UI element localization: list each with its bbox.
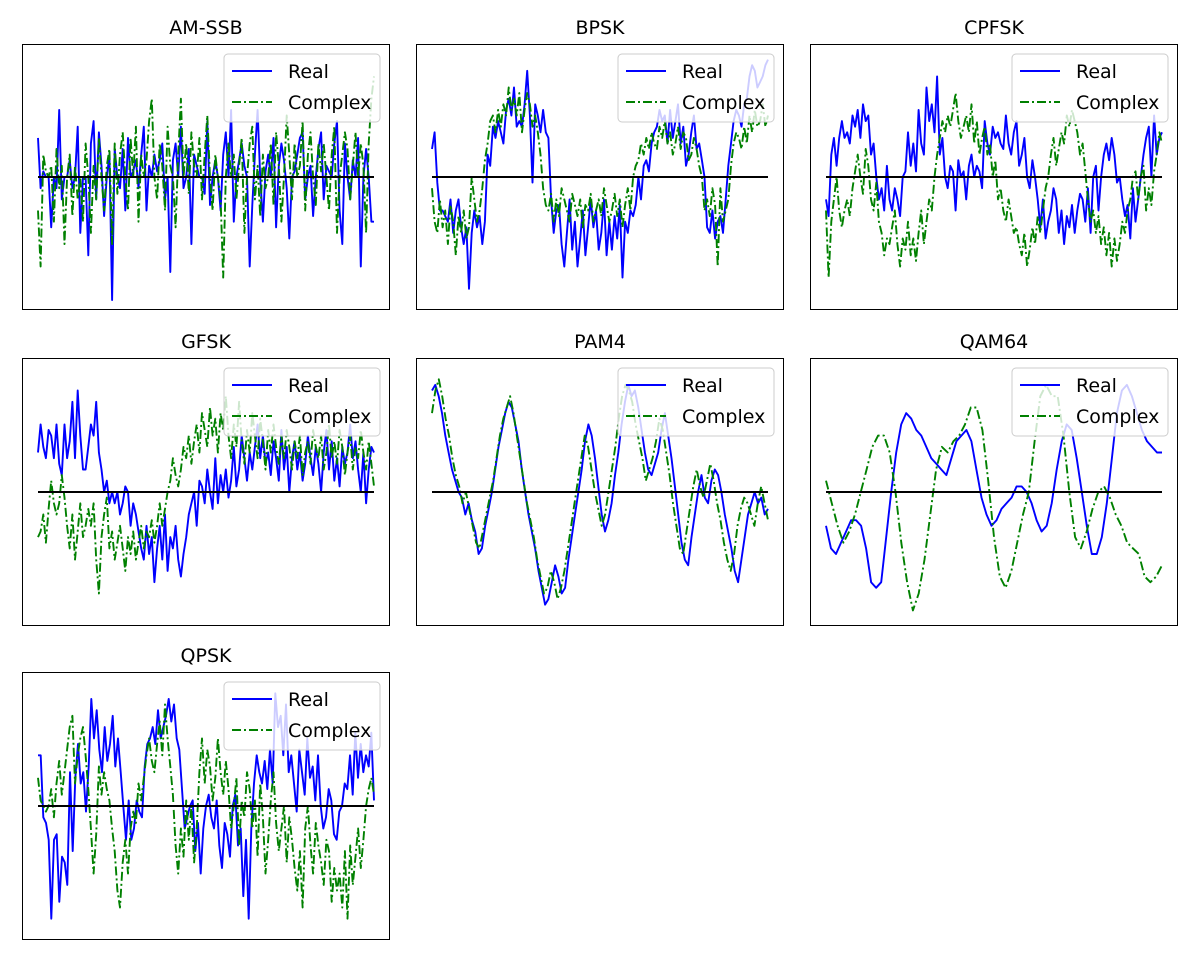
plot-area xyxy=(825,75,1163,279)
series-line-complex xyxy=(37,703,375,920)
legend-label-real: Real xyxy=(682,375,723,397)
axes-frame xyxy=(22,672,390,940)
legend: Real Complex xyxy=(223,681,381,751)
legend-label-complex: Complex xyxy=(1076,406,1159,428)
plot-area xyxy=(825,383,1163,612)
series-line-complex xyxy=(37,76,375,279)
legend: Real Complex xyxy=(617,53,775,123)
series-line-real xyxy=(825,383,1162,589)
plot-area xyxy=(37,76,375,301)
legend: Real Complex xyxy=(1011,53,1169,123)
legend-label-real: Real xyxy=(682,61,723,83)
axes-frame xyxy=(22,44,390,310)
axes-frame xyxy=(416,358,784,626)
axes-frame xyxy=(810,44,1178,310)
series-line-real xyxy=(825,75,1163,246)
legend-label-complex: Complex xyxy=(682,406,765,428)
legend-label-complex: Complex xyxy=(288,720,371,742)
legend-label-complex: Complex xyxy=(682,92,765,114)
subplot-pam4: PAM4 Real Complex xyxy=(416,331,784,626)
legend-label-complex: Complex xyxy=(288,406,371,428)
subplot-title: GFSK xyxy=(181,331,231,353)
series-line-complex xyxy=(825,92,1163,279)
subplot-title: AM-SSB xyxy=(169,17,242,39)
subplot-bpsk: BPSK Real Complex xyxy=(416,17,784,310)
series-line-real xyxy=(431,383,769,606)
legend-label-real: Real xyxy=(288,375,329,397)
axes-frame xyxy=(416,44,784,310)
legend: Real Complex xyxy=(223,367,381,437)
plot-area xyxy=(37,389,375,595)
legend-label-real: Real xyxy=(288,61,329,83)
subplot-title: BPSK xyxy=(575,17,625,39)
subplot-title: QPSK xyxy=(181,645,232,667)
subplot-cpfsk: CPFSK Real Complex xyxy=(810,17,1178,310)
plot-area xyxy=(37,692,375,920)
legend-label-complex: Complex xyxy=(288,92,371,114)
legend-label-real: Real xyxy=(288,689,329,711)
axes-frame xyxy=(810,358,1178,626)
subplot-am-ssb: AM-SSB Real Complex xyxy=(22,17,390,310)
legend: Real Complex xyxy=(223,53,381,123)
legend-label-real: Real xyxy=(1076,375,1117,397)
subplot-qpsk: QPSK Real Complex xyxy=(22,645,390,940)
plot-area xyxy=(431,378,769,606)
subplot-title: QAM64 xyxy=(960,331,1029,353)
legend-label-complex: Complex xyxy=(1076,92,1159,114)
series-line-complex xyxy=(431,86,769,268)
legend: Real Complex xyxy=(617,367,775,437)
subplot-title: PAM4 xyxy=(574,331,626,353)
series-line-real xyxy=(431,59,769,290)
axes-frame xyxy=(22,358,390,626)
series-line-complex xyxy=(431,378,769,601)
subplot-title: CPFSK xyxy=(964,17,1024,39)
series-line-complex xyxy=(37,395,375,595)
subplot-gfsk: GFSK Real Complex xyxy=(22,331,390,626)
legend: Real Complex xyxy=(1011,367,1169,437)
legend-label-real: Real xyxy=(1076,61,1117,83)
subplot-qam64: QAM64 Real Complex xyxy=(810,331,1178,626)
plot-area xyxy=(431,59,769,290)
series-line-real xyxy=(37,389,375,584)
series-line-complex xyxy=(825,383,1163,612)
